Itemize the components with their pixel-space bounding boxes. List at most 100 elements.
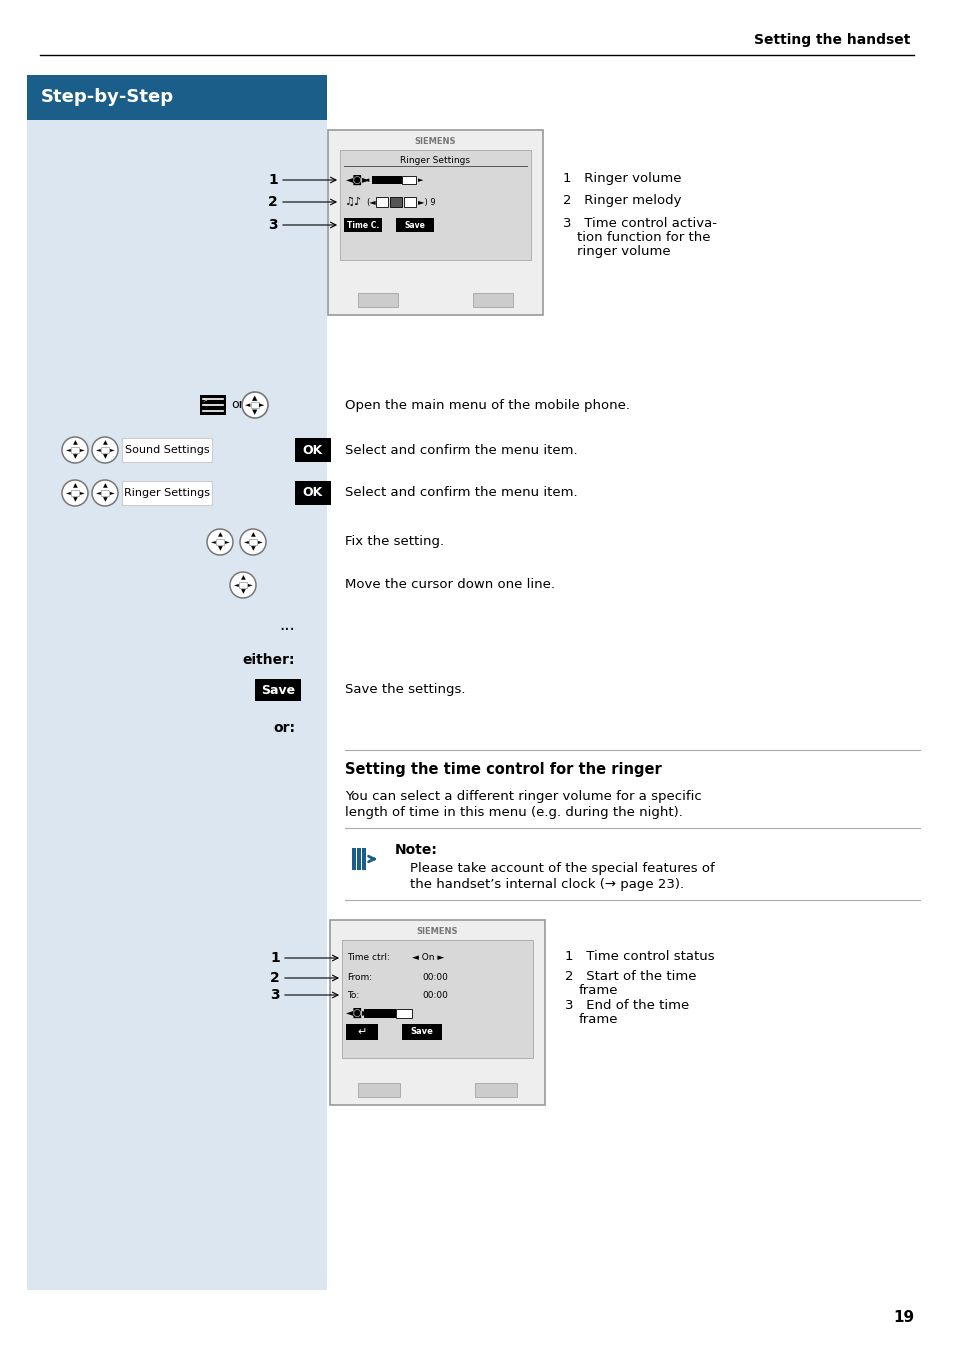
Text: ►: ► [248, 583, 253, 588]
Text: ►: ► [417, 177, 423, 183]
Text: Note:: Note: [395, 844, 437, 857]
Text: Save: Save [410, 1028, 433, 1037]
Text: ▲: ▲ [72, 484, 77, 488]
Bar [122, 438, 212, 462]
Bar [475, 1083, 517, 1096]
Text: Setting the handset: Setting the handset [753, 32, 909, 47]
Text: 3: 3 [268, 218, 277, 233]
Text: or:: or: [273, 721, 294, 735]
Text: >: > [202, 397, 207, 402]
Text: ◄: ◄ [95, 448, 100, 453]
Text: Time C.: Time C. [347, 220, 378, 230]
Bar [395, 218, 434, 233]
Text: 2   Start of the time: 2 Start of the time [564, 969, 696, 983]
Text: ▲: ▲ [252, 395, 257, 402]
Text: ▼: ▼ [252, 410, 257, 415]
Text: 2: 2 [270, 971, 279, 986]
Text: OK: OK [302, 487, 323, 499]
Text: ◄: ◄ [95, 491, 100, 495]
Text: Step-by-Step: Step-by-Step [41, 88, 174, 107]
Text: ►: ► [110, 448, 114, 453]
Bar [71, 489, 79, 496]
Bar [239, 581, 247, 588]
Bar [346, 1023, 377, 1040]
Text: ▼: ▼ [103, 454, 108, 460]
Circle shape [91, 437, 118, 462]
Bar [294, 438, 331, 462]
Bar [352, 848, 355, 869]
Bar [356, 848, 360, 869]
Text: frame: frame [578, 984, 618, 996]
Text: the handset’s internal clock (→ page 23).: the handset’s internal clock (→ page 23)… [410, 877, 683, 891]
Text: SIEMENS: SIEMENS [415, 138, 456, 146]
Text: ◄◙►: ◄◙► [346, 1009, 370, 1018]
Bar [364, 1009, 395, 1018]
Text: 2: 2 [268, 195, 277, 210]
Text: ♫♪: ♫♪ [345, 197, 362, 207]
Text: 1: 1 [270, 950, 279, 965]
Bar [372, 176, 401, 184]
Text: (◄: (◄ [366, 197, 375, 207]
Bar [122, 481, 212, 506]
Text: ◄: ◄ [211, 539, 215, 545]
Text: ◄: ◄ [66, 491, 71, 495]
Bar [251, 402, 258, 408]
Text: ▼: ▼ [103, 498, 108, 503]
Circle shape [240, 529, 266, 556]
Circle shape [62, 480, 88, 506]
Text: either:: either: [242, 653, 294, 667]
Text: Time ctrl:: Time ctrl: [347, 953, 390, 963]
Text: ▲: ▲ [103, 441, 108, 446]
Bar [27, 74, 327, 120]
Text: OK: OK [302, 443, 323, 457]
Bar [101, 448, 109, 453]
Circle shape [91, 480, 118, 506]
Text: ▲: ▲ [240, 576, 245, 580]
Bar [339, 150, 531, 260]
Text: Select and confirm the menu item.: Select and confirm the menu item. [345, 443, 577, 457]
Text: Setting the time control for the ringer: Setting the time control for the ringer [345, 763, 661, 777]
Text: 1: 1 [268, 173, 277, 187]
Text: Sound Settings: Sound Settings [125, 445, 209, 456]
Text: Save: Save [261, 684, 294, 696]
Bar [401, 176, 416, 184]
Text: Save: Save [404, 220, 425, 230]
Text: ▲: ▲ [251, 533, 255, 538]
Text: SIEMENS: SIEMENS [416, 927, 457, 937]
Text: ▼: ▼ [217, 546, 222, 552]
Text: From:: From: [347, 973, 372, 983]
Circle shape [207, 529, 233, 556]
Text: Ringer Settings: Ringer Settings [124, 488, 210, 498]
Bar [249, 539, 256, 545]
Bar [391, 199, 400, 206]
Text: ◄◙►: ◄◙► [346, 174, 370, 185]
Text: 00:00: 00:00 [421, 991, 447, 999]
Bar [375, 197, 388, 207]
Text: ringer volume: ringer volume [577, 245, 670, 258]
Text: Please take account of the special features of: Please take account of the special featu… [410, 863, 714, 875]
Bar [390, 197, 401, 207]
Text: ►) 9: ►) 9 [417, 197, 436, 207]
Text: ►: ► [259, 402, 264, 408]
Text: 3   End of the time: 3 End of the time [564, 999, 688, 1013]
Bar [71, 448, 79, 453]
Text: 3   Time control activa-: 3 Time control activa- [562, 218, 717, 230]
Text: ▲: ▲ [217, 533, 222, 538]
Text: ►: ► [224, 539, 229, 545]
Text: ◄: ◄ [66, 448, 71, 453]
Bar [200, 395, 226, 415]
Circle shape [62, 437, 88, 462]
Text: 2   Ringer melody: 2 Ringer melody [562, 193, 680, 207]
Text: frame: frame [578, 1013, 618, 1026]
Text: Move the cursor down one line.: Move the cursor down one line. [345, 579, 555, 592]
Text: ▼: ▼ [72, 498, 77, 503]
Bar [403, 197, 416, 207]
Bar [357, 1083, 399, 1096]
Text: Fix the setting.: Fix the setting. [345, 535, 444, 549]
Text: Select and confirm the menu item.: Select and confirm the menu item. [345, 487, 577, 499]
Text: or: or [231, 399, 244, 411]
Text: ▼: ▼ [251, 546, 255, 552]
Text: ◄: ◄ [245, 402, 251, 408]
Bar [27, 74, 327, 1290]
Text: ▲: ▲ [103, 484, 108, 488]
